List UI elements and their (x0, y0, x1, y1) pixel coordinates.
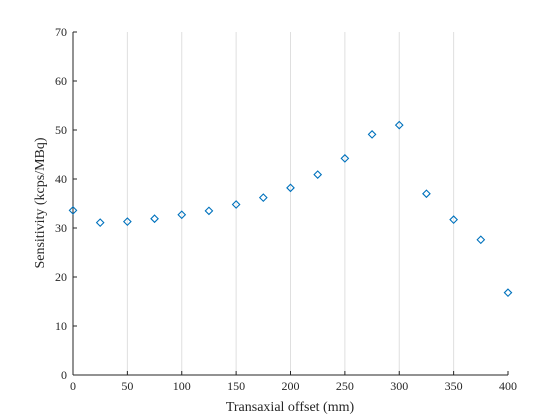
y-axis-label: Sensitivity (kcps/MBq) (33, 137, 48, 268)
data-point (476, 235, 486, 245)
data-point (503, 288, 513, 298)
x-axis-label: Transaxial offset (mm) (226, 400, 355, 415)
data-point (367, 130, 377, 139)
x-tick-label: 350 (445, 379, 463, 393)
data-points (68, 120, 513, 298)
data-point (204, 206, 214, 216)
x-tick-label: 0 (70, 379, 76, 393)
data-point (313, 170, 323, 179)
ticks: 0 50 100 150 200 250 300 350 400 0 10 20 30 40 50 60 70 (55, 25, 517, 393)
data-point (231, 200, 241, 209)
data-point (122, 217, 132, 227)
data-point (150, 214, 159, 224)
y-tick-label: 60 (55, 74, 67, 88)
data-point (340, 154, 350, 163)
x-tick-label: 50 (121, 379, 133, 393)
x-tick-label: 150 (227, 379, 245, 393)
y-tick-label: 40 (55, 172, 67, 186)
x-tick-label: 250 (336, 379, 354, 393)
x-tick-label: 200 (282, 379, 300, 393)
data-point (422, 189, 431, 199)
vertical-grid-lines (126, 32, 455, 375)
data-point (68, 205, 78, 215)
data-point (258, 193, 268, 202)
y-tick-label: 0 (61, 368, 67, 382)
data-point (394, 120, 404, 130)
x-tick-label: 100 (173, 379, 191, 393)
y-tick-label: 10 (55, 319, 67, 333)
y-tick-label: 50 (55, 123, 67, 137)
y-tick-label: 20 (55, 270, 67, 284)
data-point (95, 218, 105, 227)
y-tick-label: 70 (55, 25, 67, 39)
data-point (177, 210, 187, 220)
x-tick-label: 400 (499, 379, 517, 393)
data-point (449, 215, 459, 225)
y-tick-label: 30 (55, 221, 67, 235)
data-point (286, 183, 295, 193)
x-tick-label: 300 (390, 379, 408, 393)
